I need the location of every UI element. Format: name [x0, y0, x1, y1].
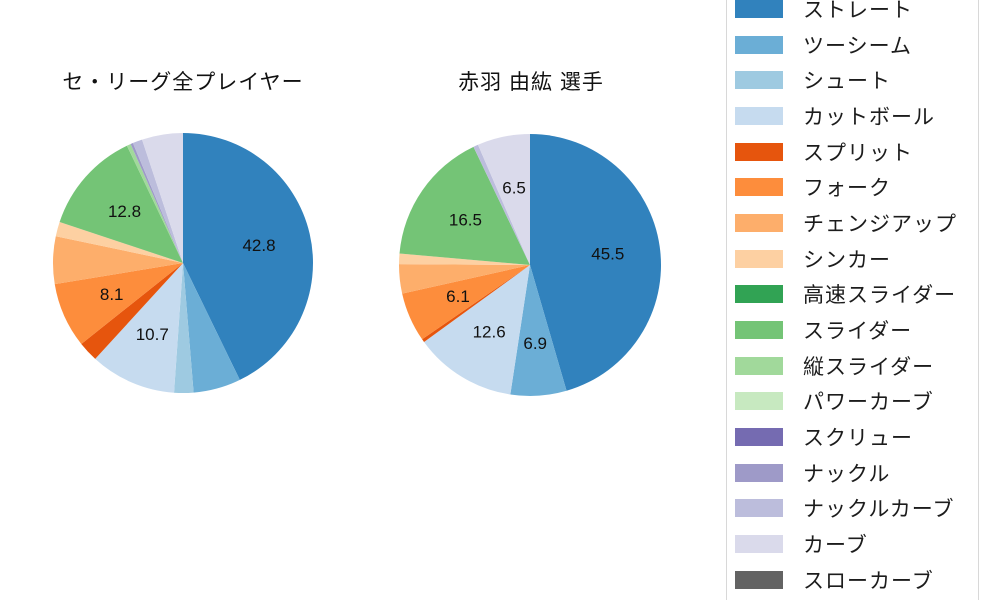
pie-slice-0-8 [59, 145, 183, 263]
legend-item-label: ツーシーム [803, 34, 912, 58]
legend-color-swatch [735, 106, 783, 125]
legend-item-label: シンカー [803, 248, 891, 272]
legend-color-swatch [735, 213, 783, 232]
legend-color-swatch [735, 142, 783, 161]
pie-slice-1-5 [399, 264, 530, 294]
legend-item-label: シュート [803, 70, 891, 94]
legend-item-label: スクリュー [803, 427, 913, 451]
legend-item-label: カーブ [803, 534, 868, 558]
pie-slice-1-8 [473, 144, 530, 265]
pie-slice-0-9 [126, 144, 183, 263]
pie-slice-value-label: 10.7 [136, 325, 169, 344]
legend-color-swatch [735, 428, 783, 447]
legend-item-label: スライダー [803, 320, 913, 344]
legend-color-swatch [735, 499, 783, 518]
legend-item: スクリュー [735, 419, 978, 455]
pie-slice-1-0 [530, 134, 661, 391]
pie-slice-0-4 [81, 263, 183, 359]
pie-slice-0-10 [130, 143, 183, 263]
legend-item-label: カットボール [803, 105, 935, 129]
legend-color-swatch [735, 0, 783, 18]
legend-color-swatch [735, 71, 783, 90]
pie-slice-1-9 [477, 134, 530, 265]
legend-item-label: スプリット [803, 141, 913, 165]
legend-item: 高速スライダー [735, 277, 978, 313]
legend-item-label: パワーカーブ [803, 391, 934, 415]
pie-slice-1-6 [399, 253, 530, 265]
legend-item-label: ストレート [803, 0, 913, 22]
legend-item-label: フォーク [803, 177, 891, 201]
pie-slice-value-label: 12.6 [473, 323, 506, 342]
legend-item: フォーク [735, 169, 978, 205]
legend-item: ストレート [735, 0, 978, 27]
legend-item: スローカーブ [735, 562, 978, 598]
legend-color-swatch [735, 35, 783, 54]
pie-slice-0-3 [95, 263, 183, 393]
legend-color-swatch [735, 392, 783, 411]
legend-item: スプリット [735, 134, 978, 170]
legend-color-swatch [735, 356, 783, 375]
legend-item: シンカー [735, 241, 978, 277]
legend-color-swatch [735, 321, 783, 340]
legend-item: スライダー [735, 312, 978, 348]
legend-color-swatch [735, 570, 783, 589]
pie-slice-value-label: 6.1 [446, 287, 470, 306]
pie-slice-0-7 [55, 222, 183, 263]
legend-item: パワーカーブ [735, 384, 978, 420]
legend-color-swatch [735, 285, 783, 304]
pie-slice-1-4 [402, 265, 530, 340]
right-pie-title: 赤羽 由紘 選手 [458, 71, 604, 94]
pie-slice-0-12 [142, 133, 183, 263]
legend-item: ツーシーム [735, 27, 978, 63]
legend-item-label: 高速スライダー [803, 284, 957, 308]
pie-slice-value-label: 16.5 [449, 211, 482, 230]
pie-slice-value-label: 6.9 [523, 334, 547, 353]
legend-item: カーブ [735, 526, 978, 562]
pie-slice-1-7 [399, 146, 530, 265]
pie-slice-value-label: 8.1 [100, 285, 124, 304]
pie-slice-value-label: 45.5 [591, 244, 624, 263]
pie-slice-0-5 [54, 263, 183, 344]
legend-item: 縦スライダー [735, 348, 978, 384]
pie-slice-1-2 [424, 265, 530, 395]
pie-slice-0-0 [183, 133, 313, 380]
pie-slice-1-3 [422, 265, 530, 342]
pie-slice-value-label: 42.8 [242, 236, 275, 255]
left-pie-title: セ・リーグ全プレイヤー [62, 71, 304, 94]
pie-slice-value-label: 12.8 [108, 202, 141, 221]
legend-item-label: ナックル [803, 462, 891, 486]
legend-item: シュート [735, 62, 978, 98]
pie-slice-0-11 [132, 139, 183, 263]
legend-item-label: ナックルカーブ [803, 498, 955, 522]
legend-color-swatch [735, 178, 783, 197]
pie-slice-0-1 [183, 263, 240, 393]
legend-item-label: 縦スライダー [803, 355, 935, 379]
legend-item: カットボール [735, 98, 978, 134]
pie-slice-0-6 [53, 236, 183, 285]
legend-color-swatch [735, 463, 783, 482]
legend-color-swatch [735, 535, 783, 554]
legend-item-label: チェンジアップ [803, 212, 957, 236]
pie-slice-1-1 [510, 265, 567, 396]
legend-item: ナックルカーブ [735, 491, 978, 527]
pie-chart-player-akabane: 45.5 6.9 12.66.1 16.5 6.5 [399, 134, 661, 396]
pitch-type-legend: ストレートツーシームシュートカットボール スプリットフォークチェンジアップ シンカー… [726, 0, 979, 600]
legend-item: ナックル [735, 455, 978, 491]
legend-item-label: スローカーブ [803, 569, 934, 593]
legend-color-swatch [735, 249, 783, 268]
legend-item: チェンジアップ [735, 205, 978, 241]
pie-slice-value-label: 6.5 [502, 179, 526, 198]
pie-slice-0-2 [174, 263, 194, 393]
pie-chart-league-all-players: 42.8 10.7 8.1 12.8 [53, 133, 313, 393]
